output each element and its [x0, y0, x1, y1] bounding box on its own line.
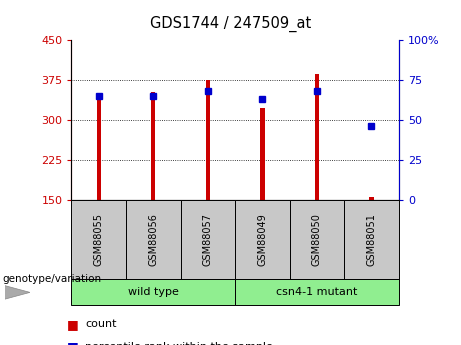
Bar — [151, 92, 155, 200]
Text: ■: ■ — [67, 318, 78, 331]
Bar — [206, 80, 210, 200]
Text: ■: ■ — [67, 340, 78, 345]
Text: GSM88057: GSM88057 — [203, 213, 213, 266]
Text: GSM88051: GSM88051 — [366, 213, 377, 266]
Text: GDS1744 / 247509_at: GDS1744 / 247509_at — [150, 16, 311, 32]
Text: GSM88055: GSM88055 — [94, 213, 104, 266]
Bar — [96, 94, 101, 200]
Text: GSM88056: GSM88056 — [148, 213, 158, 266]
Text: csn4-1 mutant: csn4-1 mutant — [276, 287, 358, 297]
Text: GSM88049: GSM88049 — [257, 214, 267, 266]
Text: GSM88050: GSM88050 — [312, 213, 322, 266]
Text: wild type: wild type — [128, 287, 179, 297]
Text: genotype/variation: genotype/variation — [2, 274, 101, 284]
Bar — [315, 75, 319, 200]
Polygon shape — [5, 286, 30, 299]
Text: count: count — [85, 319, 117, 329]
Bar — [260, 108, 265, 200]
Text: percentile rank within the sample: percentile rank within the sample — [85, 342, 273, 345]
Bar — [369, 197, 374, 200]
